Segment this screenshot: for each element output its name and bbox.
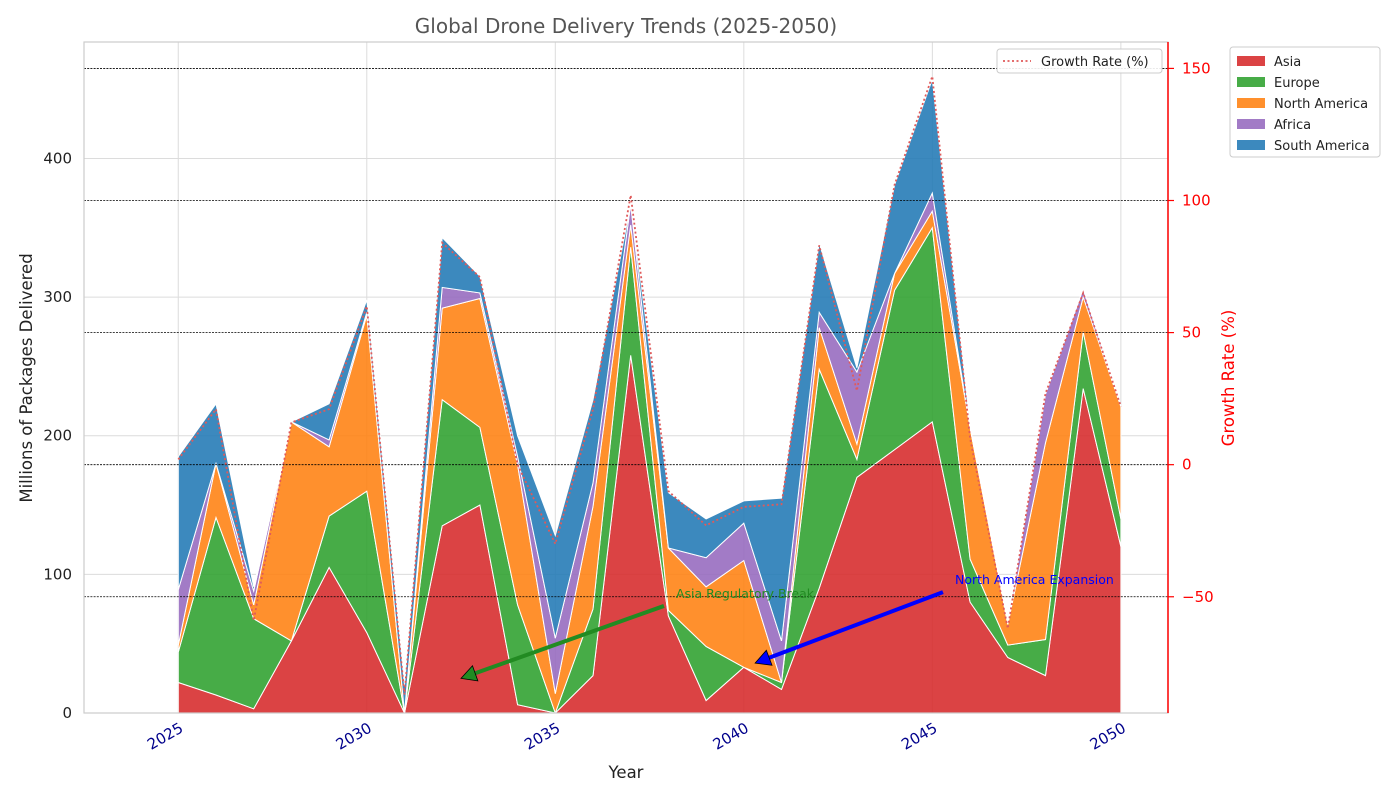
growth-legend-box xyxy=(996,48,1163,74)
y2-tick-label: 100 xyxy=(1182,192,1211,210)
y-tick-label: 400 xyxy=(43,149,72,167)
legend-label: North America xyxy=(1274,97,1368,112)
y-tick-label: 200 xyxy=(43,427,72,445)
y-axis-title: Millions of Packages Delivered xyxy=(17,253,36,502)
annotation-arrow-shaft xyxy=(768,590,944,660)
legend-label: Europe xyxy=(1274,76,1320,91)
y-tick-label: 100 xyxy=(43,565,72,583)
y2-tick-label: 50 xyxy=(1182,324,1201,342)
legend: Growth Rate (%) Asia Europe North America Af… xyxy=(996,46,1381,158)
chart-title: Global Drone Delivery Trends (2025-2050) xyxy=(415,14,837,38)
legend-label: Africa xyxy=(1274,118,1311,133)
legend-label: South America xyxy=(1274,139,1370,154)
y2-axis-title: Growth Rate (%) xyxy=(1219,310,1238,447)
annotation-arrow-head xyxy=(460,665,479,682)
legend-swatch xyxy=(1237,98,1265,108)
stacked-areas xyxy=(177,79,1122,715)
x-tick-label: 2035 xyxy=(521,719,563,754)
growth-rate-line xyxy=(177,76,1122,695)
y2-tick-label: 150 xyxy=(1182,59,1211,77)
legend-label: Asia xyxy=(1274,55,1301,70)
legend-swatch xyxy=(1237,56,1265,66)
y-tick-label: 300 xyxy=(43,288,72,306)
x-tick-label: 2030 xyxy=(333,719,375,754)
x-tick-label: 2045 xyxy=(898,719,940,754)
y-tick-label: 0 xyxy=(62,704,72,722)
annotation-label: North America Expansion xyxy=(955,572,1114,587)
annotation-arrow-shaft xyxy=(474,604,665,676)
legend-swatch xyxy=(1237,77,1265,87)
annotation-label: Asia Regulatory Break xyxy=(676,586,815,601)
x-tick-label: 2040 xyxy=(710,719,752,754)
x-axis-title: Year xyxy=(608,763,644,782)
growth-legend: Growth Rate (%) xyxy=(996,48,1163,74)
region-legend-box xyxy=(1229,46,1381,158)
axes: 0 100 200 300 400 −50 0 50 100 150 2025 2030 2035 204… xyxy=(43,41,1214,754)
legend-swatch xyxy=(1237,140,1265,150)
annotation-arrow-head xyxy=(754,649,773,666)
growth-legend-label: Growth Rate (%) xyxy=(1041,55,1149,70)
y2-tick-label: −50 xyxy=(1182,588,1214,606)
growth-rate-series xyxy=(177,76,1122,695)
region-legend: Asia Europe North America Africa South Ameri… xyxy=(1229,46,1381,158)
y2-tick-label: 0 xyxy=(1182,456,1192,474)
growth-reference-lines xyxy=(84,68,1168,598)
annotations: North America Expansion Asia Regulatory B… xyxy=(460,572,1114,682)
x-tick-label: 2050 xyxy=(1087,719,1129,754)
x-tick-label: 2025 xyxy=(144,719,186,754)
legend-swatch xyxy=(1237,119,1265,129)
